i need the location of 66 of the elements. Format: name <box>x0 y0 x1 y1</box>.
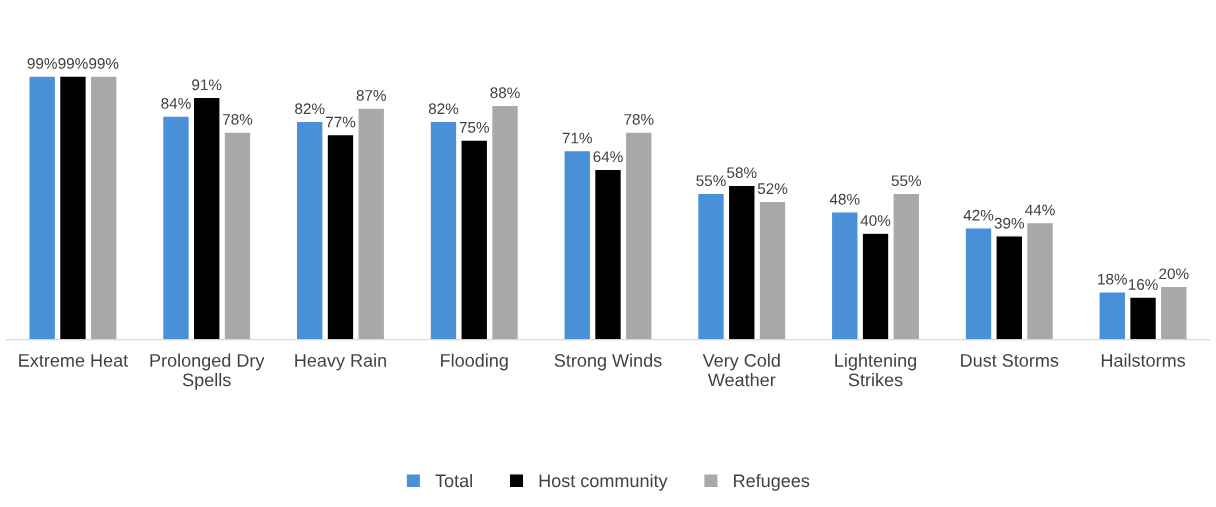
x-tick-label: Dust Storms <box>961 354 1059 367</box>
data-label: 99% <box>27 58 57 69</box>
bar <box>892 192 921 340</box>
bar <box>727 184 756 340</box>
data-label: 39% <box>994 217 1025 229</box>
data-label: 18% <box>1098 273 1128 285</box>
data-label: 82% <box>295 103 325 115</box>
data-label: 78% <box>624 113 654 125</box>
bar <box>995 235 1024 340</box>
data-label: 55% <box>696 175 726 187</box>
data-label: 99% <box>89 58 119 69</box>
x-tick-label: Heavy Rain <box>295 353 386 371</box>
bar <box>89 76 118 340</box>
data-label: 88% <box>490 87 520 99</box>
bar <box>830 211 859 340</box>
bar <box>861 232 890 340</box>
data-label: 58% <box>727 167 757 179</box>
bar <box>758 200 787 340</box>
data-label: 77% <box>325 116 356 128</box>
bar <box>429 120 458 340</box>
bar <box>460 139 489 340</box>
bar <box>1159 285 1188 340</box>
data-label: 40% <box>860 215 891 226</box>
data-label: 75% <box>459 122 489 133</box>
bar <box>624 131 653 340</box>
bar <box>1098 291 1127 340</box>
bar <box>696 192 726 340</box>
x-tick-label: Very Cold Weather <box>702 353 780 387</box>
data-label: 42% <box>963 209 994 221</box>
data-label: 99% <box>58 58 88 69</box>
x-tick-label: Strong Winds <box>554 353 662 371</box>
bar <box>593 168 623 340</box>
bar <box>161 115 191 340</box>
bar <box>563 149 592 340</box>
x-tick-label: Hailstorms <box>1101 353 1186 367</box>
data-label: 78% <box>222 113 253 125</box>
bar <box>1025 221 1055 340</box>
legend-label: Refugees <box>734 473 810 491</box>
bar <box>192 96 221 340</box>
bar <box>1128 296 1158 340</box>
data-label: 82% <box>428 103 459 115</box>
data-label: 64% <box>593 151 623 163</box>
data-label: 44% <box>1025 204 1055 216</box>
legend-label: Host community <box>539 473 668 491</box>
data-label: 84% <box>161 97 191 109</box>
bar <box>964 227 993 340</box>
bar <box>58 76 88 340</box>
data-label: 71% <box>562 132 592 144</box>
legend-label: Total <box>435 473 472 488</box>
bar <box>357 107 386 340</box>
bar <box>326 133 355 340</box>
bar <box>223 131 252 340</box>
data-label: 91% <box>192 79 222 91</box>
data-label: 52% <box>757 183 788 195</box>
data-label: 20% <box>1159 268 1189 280</box>
x-tick-label: Flooding <box>441 353 508 371</box>
data-label: 48% <box>829 193 860 205</box>
bar <box>295 120 324 340</box>
x-tick-label: Extreme Heat <box>19 354 129 367</box>
data-label: 55% <box>891 175 922 187</box>
data-label: 16% <box>1128 279 1158 290</box>
data-label: 87% <box>356 90 386 101</box>
x-tick-label: Prolonged Dry Spells <box>150 353 265 390</box>
bar <box>28 76 57 340</box>
x-tick-label: Lightening Strikes <box>835 353 917 387</box>
bar <box>490 104 520 340</box>
